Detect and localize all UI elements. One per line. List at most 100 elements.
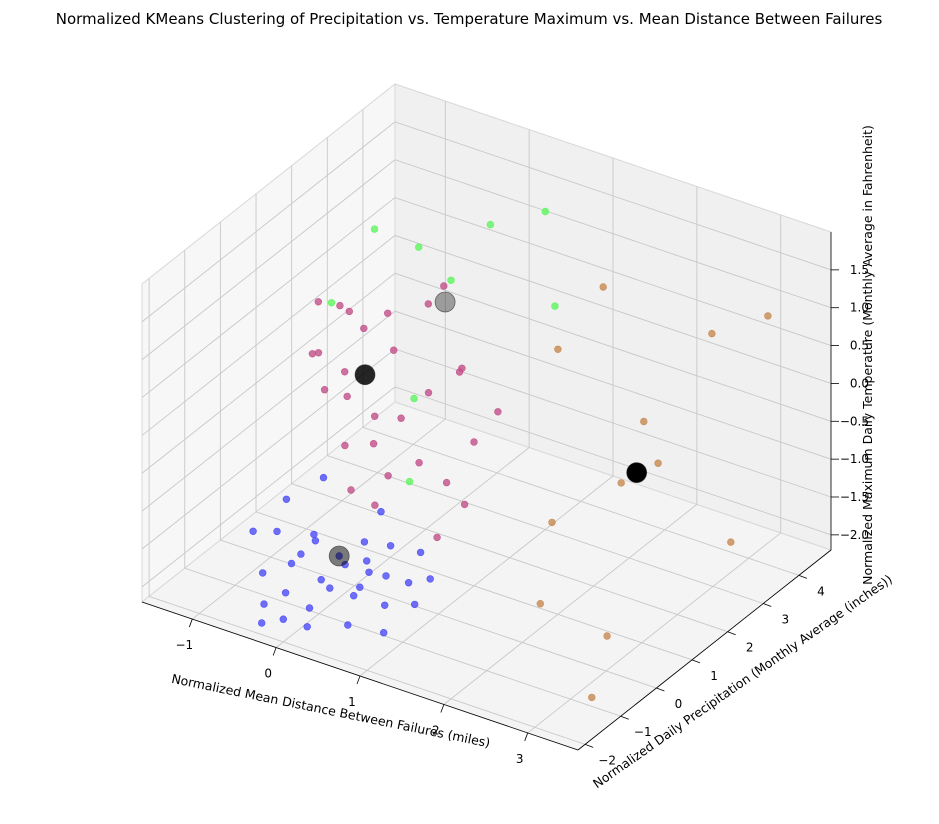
grid-line-y — [326, 137, 764, 604]
data-point-blue — [279, 615, 287, 623]
data-point-orange — [603, 632, 611, 640]
data-point-magenta — [424, 300, 432, 308]
y-tick-label: 1 — [710, 669, 718, 683]
data-point-magenta — [341, 441, 349, 450]
data-point-blue — [282, 495, 291, 503]
data-point-magenta — [371, 412, 379, 420]
data-point-green — [327, 299, 336, 307]
data-point-magenta — [458, 364, 466, 372]
data-point-green — [410, 394, 418, 403]
data-point-magenta — [320, 386, 329, 394]
y-tick-label: −1 — [634, 725, 652, 739]
x-tick-label: 0 — [264, 667, 272, 681]
centroid-point — [434, 291, 456, 313]
data-point-magenta — [397, 414, 405, 422]
z-tick-label: −2.0 — [840, 528, 869, 542]
data-point-blue — [305, 604, 314, 612]
z-tick-label: −0.5 — [840, 414, 869, 428]
data-point-blue — [317, 575, 325, 584]
data-point-magenta — [341, 368, 349, 376]
data-point-green — [447, 276, 455, 284]
data-point-magenta — [360, 324, 368, 333]
data-point-blue — [350, 591, 358, 600]
data-point-magenta — [384, 309, 392, 317]
data-point-blue — [260, 600, 268, 608]
data-point-green — [486, 220, 495, 229]
grid-line-y — [184, 250, 621, 717]
data-point-blue — [365, 568, 373, 576]
grid-line-z — [141, 121, 832, 323]
x-tick-mark — [356, 675, 361, 685]
data-point-orange — [599, 283, 607, 291]
data-point-blue — [249, 527, 257, 535]
grid-line-z — [141, 386, 832, 588]
y-tick-label: 4 — [817, 584, 825, 598]
y-tick-mark — [798, 574, 808, 579]
data-point-blue — [259, 569, 267, 577]
data-point-blue — [356, 583, 364, 591]
x-tick-label: 2 — [432, 723, 440, 737]
grid-line-y — [291, 165, 728, 633]
data-point-blue — [426, 575, 434, 583]
data-point-green — [370, 225, 379, 233]
data-point-blue — [381, 601, 389, 609]
data-point-blue — [287, 559, 296, 568]
y-axis-line — [577, 549, 832, 751]
grid-line-z — [141, 234, 832, 436]
data-point-orange — [536, 599, 544, 608]
grid-line-x — [443, 186, 698, 705]
grid-line-y — [148, 278, 586, 745]
data-point-blue — [404, 578, 413, 587]
grid-line-x — [359, 158, 614, 677]
z-tick-label: −1.0 — [840, 452, 869, 466]
data-point-magenta — [314, 298, 322, 306]
data-point-orange — [764, 312, 772, 320]
y-tick-label: 2 — [746, 641, 754, 655]
y-tick-mark — [584, 743, 594, 748]
data-point-magenta — [369, 440, 378, 448]
data-point-green — [415, 243, 423, 251]
data-point-magenta — [343, 392, 351, 401]
data-point-blue — [303, 623, 311, 631]
x-tick-mark — [272, 647, 277, 656]
scatter-points — [249, 207, 772, 702]
data-point-magenta — [308, 350, 317, 358]
grid-line-z — [141, 197, 832, 398]
axes-ticks: −1 0 1 2 3 −2 −1 0 1 2 3 4 −2.0 −1.5 −1.0 −0.5 0.0 0.5 1.0… — [141, 232, 869, 767]
centroid-point — [328, 545, 350, 567]
data-point-magenta — [384, 472, 392, 480]
data-point-blue — [411, 600, 419, 609]
data-point-green — [541, 207, 549, 216]
data-point-magenta — [371, 501, 379, 509]
grid-line-z — [141, 159, 832, 361]
y-tick-label: −2 — [598, 753, 616, 767]
z-axis-label: Normalized Maximum Daily Temperature (Mo… — [860, 125, 875, 585]
data-point-blue — [416, 548, 425, 557]
data-point-blue — [360, 538, 369, 546]
z-tick-label: 0.5 — [850, 339, 869, 353]
data-point-green — [551, 302, 559, 310]
data-point-blue — [344, 621, 352, 629]
grid-line-z — [141, 310, 832, 512]
data-point-orange — [554, 345, 562, 353]
data-point-orange — [617, 479, 625, 487]
grid-line-y — [255, 193, 693, 661]
data-point-orange — [708, 329, 716, 338]
grid-line-y — [362, 109, 800, 576]
grid-line-z — [141, 272, 832, 474]
x-tick-label: 3 — [516, 752, 524, 766]
data-point-blue — [363, 557, 371, 565]
data-point-magenta — [442, 478, 451, 487]
y-tick-mark — [620, 715, 629, 720]
y-tick-label: 3 — [781, 613, 789, 627]
z-tick-label: 0.0 — [850, 376, 869, 390]
z-tick-label: 1.5 — [850, 263, 869, 277]
data-point-blue — [319, 473, 328, 482]
y-tick-mark — [727, 631, 736, 636]
z-tick-label: 1.0 — [850, 301, 869, 315]
chart-title: Normalized KMeans Clustering of Precipit… — [56, 10, 883, 28]
y-tick-label: 0 — [675, 697, 683, 711]
grid-line-x — [192, 101, 446, 620]
centroid-point — [354, 364, 376, 386]
data-point-magenta — [424, 389, 433, 397]
